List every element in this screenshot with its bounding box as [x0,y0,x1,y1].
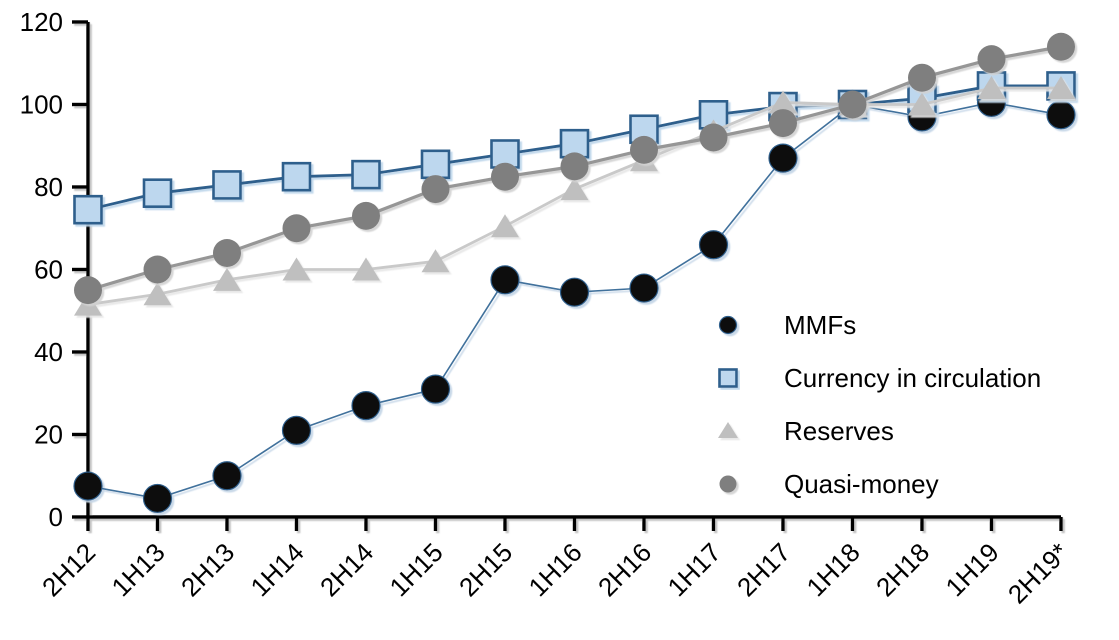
series-quasi-money [74,32,1075,305]
series-marker [351,391,381,421]
x-axis-label: 1H15 [384,537,449,602]
series-marker [212,170,242,200]
series-marker [718,315,738,335]
y-axis-label: 20 [34,420,63,450]
x-axis-label: 1H17 [662,537,727,602]
legend-label: Currency in circulation [784,363,1041,393]
series-marker [73,194,103,225]
series-marker [352,201,380,230]
x-axis-label: 1H13 [106,537,171,602]
series-marker [977,45,1006,74]
series-marker [281,415,312,445]
series-marker [560,152,589,181]
x-axis-label: 2H15 [453,537,518,602]
series-marker [977,76,1006,99]
series-marker [142,178,173,208]
series-marker [421,249,450,273]
series-marker [281,161,312,192]
series-marker [74,276,102,305]
legend-label: Reserves [784,416,894,446]
series-marker [420,374,451,404]
x-axis-label: 2H19* [1002,537,1074,609]
y-axis-label: 40 [34,337,63,367]
legend-item-mmfs: MMFs [683,310,856,340]
series-marker [490,265,520,295]
series-marker [908,63,936,92]
y-axis-label: 120 [20,7,63,37]
x-axis-label: 2H13 [175,537,240,602]
axes [72,20,1063,531]
series-marker [908,92,936,116]
series-marker [143,255,172,284]
series-marker [1046,100,1076,130]
series-marker [718,368,738,388]
y-axis-label: 0 [49,502,63,532]
x-axis-label: 1H16 [523,537,588,602]
series-marker [718,422,738,438]
x-axis-label: 2H18 [870,537,935,602]
x-axis-label: 1H14 [245,537,310,602]
x-axis-label: 2H16 [592,537,657,602]
series-marker [351,159,381,190]
series-marker [629,273,659,303]
series-marker [142,483,173,514]
series-marker [352,257,380,281]
series-marker [73,471,103,501]
series-marker [698,230,729,260]
legend-item-quasi-money: Quasi-money [683,469,939,499]
legend-item-reserves: Reserves [683,416,894,446]
series-marker [838,90,867,119]
series-marker [143,282,172,306]
x-axis-label: 2H14 [314,537,379,602]
series-currency-in-circulation [73,71,1076,225]
y-axis-label: 100 [20,90,63,120]
series-marker [420,149,451,180]
series-marker [769,109,797,138]
series-marker [491,162,519,191]
series-marker [282,214,311,243]
series-marker [421,175,450,204]
series-marker [630,135,658,164]
series-marker [768,143,798,173]
legend-item-currency-in-circulation: Currency in circulation [683,363,1041,393]
x-axis-label: 2H17 [731,537,796,602]
series-marker [1047,32,1075,61]
legend-label: MMFs [784,310,856,340]
x-axis-label: 1H18 [801,537,866,602]
series-marker [559,277,590,307]
series-mmfs [73,87,1076,514]
x-axis-label: 1H19 [940,537,1005,602]
series-marker [769,90,797,114]
series-marker [719,475,737,493]
x-axis-label: 2H12 [36,537,101,602]
legend-label: Quasi-money [784,469,939,499]
series-marker [282,257,311,281]
series-marker [213,239,241,267]
series-marker [212,461,242,491]
series-marker [213,267,241,291]
y-axis-label: 60 [34,255,63,285]
series-marker [491,214,519,238]
series-marker [560,177,589,201]
y-axis-label: 80 [34,172,63,202]
legend: MMFs Currency in circulation Reserves Quasi… [683,310,1041,499]
series-marker [699,123,728,152]
series-marker [1047,76,1075,99]
